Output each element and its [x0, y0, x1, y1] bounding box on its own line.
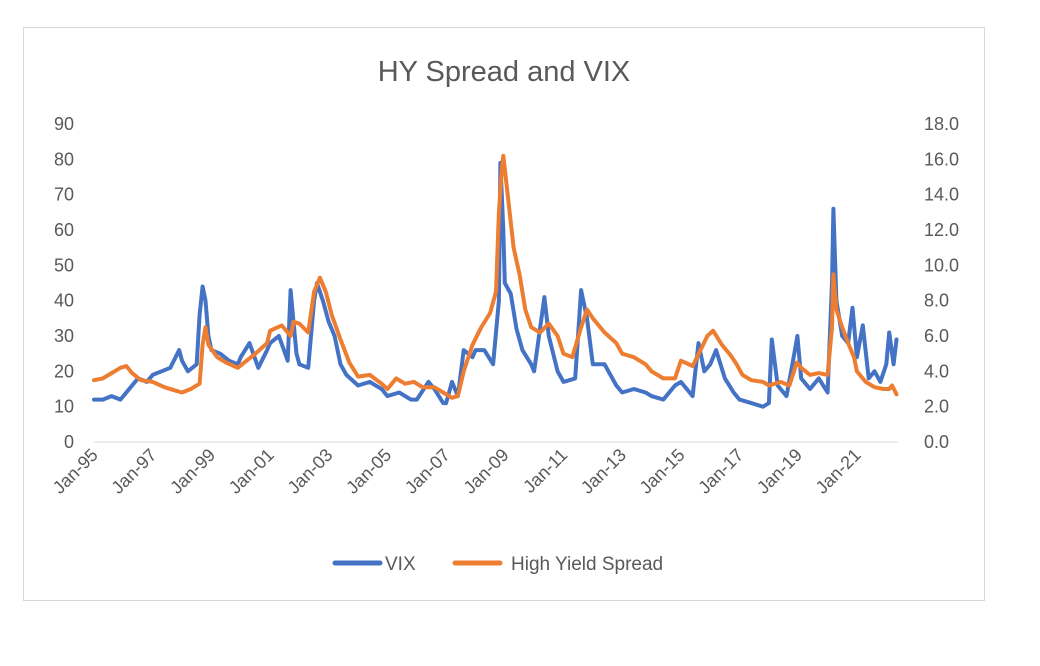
y-right-tick-label: 2.0 — [924, 397, 949, 417]
y-right-tick-label: 10.0 — [924, 255, 959, 275]
x-tick-label: Jan-19 — [753, 445, 806, 498]
y-left-tick-label: 20 — [54, 361, 74, 381]
series-line-high-yield-spread — [92, 153, 899, 400]
x-tick-label: Jan-01 — [225, 445, 278, 498]
y-right-tick-label: 16.0 — [924, 149, 959, 169]
x-tick-label: Jan-97 — [107, 445, 160, 498]
x-axis: Jan-95 Jan-97 Jan-99 Jan-01 Jan-03 Jan-05 Jan-… — [49, 445, 865, 498]
y-left-tick-label: 40 — [54, 291, 74, 311]
legend: VIX High Yield Spread — [332, 554, 663, 575]
y-left-tick-label: 90 — [54, 114, 74, 134]
y-left-tick-label: 10 — [54, 397, 74, 417]
x-tick-label: Jan-11 — [519, 445, 571, 497]
y-left-tick-label: 70 — [54, 185, 74, 205]
x-tick-label: Jan-95 — [49, 445, 102, 498]
legend-label-vix: VIX — [385, 554, 416, 575]
series-layer — [92, 153, 899, 409]
y-right-tick-label: 6.0 — [924, 326, 949, 346]
x-tick-label: Jan-09 — [460, 445, 513, 498]
x-tick-label: Jan-15 — [636, 445, 689, 498]
y-right-tick-label: 8.0 — [924, 291, 949, 311]
y-right-tick-label: 18.0 — [924, 114, 959, 134]
y-left-tick-label: 50 — [54, 255, 74, 275]
y-left-tick-label: 80 — [54, 149, 74, 169]
x-tick-label: Jan-99 — [166, 445, 219, 498]
x-tick-label: Jan-03 — [284, 445, 337, 498]
y-right-axis: 0.0 2.0 4.0 6.0 8.0 10.0 12.0 14.0 16.0 18.0 — [924, 114, 959, 452]
y-left-tick-label: 60 — [54, 220, 74, 240]
x-tick-label: Jan-21 — [812, 445, 865, 498]
y-left-tick-label: 0 — [64, 432, 74, 452]
y-right-tick-label: 14.0 — [924, 185, 959, 205]
y-left-tick-label: 30 — [54, 326, 74, 346]
y-right-tick-label: 12.0 — [924, 220, 959, 240]
y-right-tick-label: 4.0 — [924, 361, 949, 381]
x-tick-label: Jan-05 — [342, 445, 395, 498]
chart-title: HY Spread and VIX — [378, 56, 631, 88]
x-tick-label: Jan-17 — [694, 445, 747, 498]
x-tick-label: Jan-13 — [577, 445, 630, 498]
legend-label-high-yield-spread: High Yield Spread — [511, 554, 663, 575]
chart-frame — [23, 27, 985, 601]
x-tick-label: Jan-07 — [401, 445, 454, 498]
y-right-tick-label: 0.0 — [924, 432, 949, 452]
y-left-axis: 0 10 20 30 40 50 60 70 80 90 — [54, 114, 74, 452]
